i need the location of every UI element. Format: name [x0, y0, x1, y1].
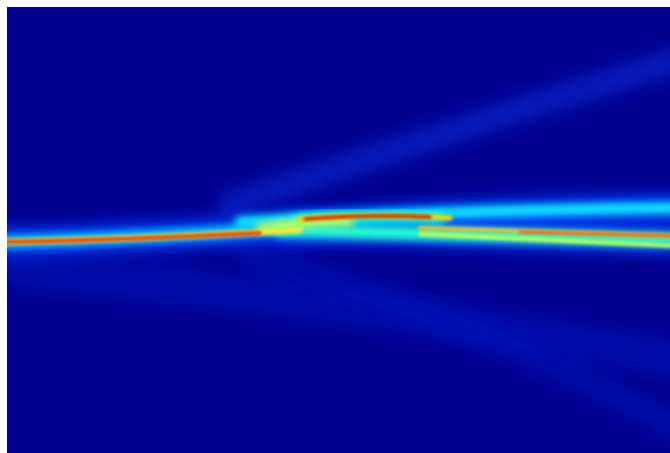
- image-area: [7, 7, 670, 453]
- center-red: [303, 214, 432, 221]
- crossing-yellow: [256, 217, 354, 232]
- faint-beam-upper: [217, 49, 670, 218]
- faint-beam-lower: [7, 250, 670, 379]
- faint-beam-lowest: [235, 240, 670, 442]
- main-beam-red: [7, 231, 262, 244]
- lower-branch-yellow-b: [418, 232, 670, 248]
- lower-branch-cyan: [273, 223, 670, 247]
- lower-branch-red: [519, 231, 670, 237]
